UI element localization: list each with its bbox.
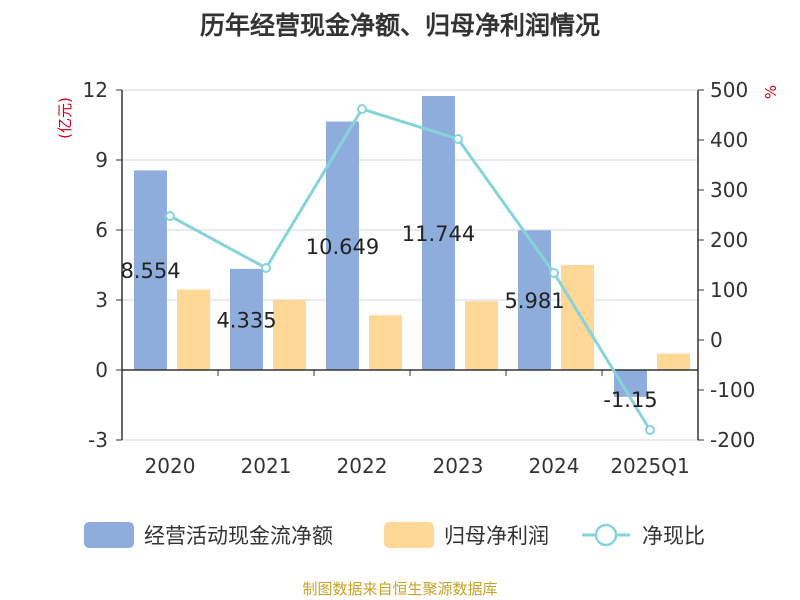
bar-profit-2021 xyxy=(273,300,306,370)
data-label-cash-2020: 8.554 xyxy=(120,259,180,283)
x-tick-label: 2024 xyxy=(529,454,580,478)
data-label-cash-2024: 5.981 xyxy=(504,289,564,313)
ratio-point-2022 xyxy=(357,104,367,114)
y2-tick-label: 100 xyxy=(710,278,748,302)
y2-tick-label: 200 xyxy=(710,228,748,252)
y2-tick-label: 500 xyxy=(710,78,748,102)
axes xyxy=(116,89,704,441)
grid-lines xyxy=(122,89,698,441)
ratio-point-2020 xyxy=(165,211,175,221)
y2-tick-label: -200 xyxy=(710,428,755,452)
legend-label-1: 归母净利润 xyxy=(444,524,549,548)
y2-tick-label: 300 xyxy=(710,178,748,202)
legend-swatch-0 xyxy=(84,522,134,548)
bar-cash-2023 xyxy=(422,95,455,371)
source-note: 制图数据来自恒生聚源数据库 xyxy=(302,580,498,598)
legend-label-2: 净现比 xyxy=(642,524,705,548)
bar-cash-2021 xyxy=(230,268,263,370)
ratio-point-2021 xyxy=(261,263,271,273)
ratio-point-2023 xyxy=(453,134,463,144)
data-label-cash-2025Q1: -1.15 xyxy=(603,388,657,412)
x-tick-label: 2021 xyxy=(241,454,292,478)
y-axis-label: (亿元) xyxy=(56,97,74,139)
ratio-line-path xyxy=(169,107,652,431)
data-label-cash-2021: 4.335 xyxy=(216,308,276,332)
chart-title: 历年经营现金净额、归母净利润情况 xyxy=(199,11,600,40)
bar-profit-2022 xyxy=(369,315,402,370)
bar-profit-2025Q1 xyxy=(657,353,690,370)
x-tick-label: 2020 xyxy=(145,454,196,478)
y2-axis-label: % xyxy=(762,85,780,99)
data-label-cash-2022: 10.649 xyxy=(306,235,379,259)
y-tick-label: 6 xyxy=(95,218,108,242)
y2-tick-label: 0 xyxy=(710,328,723,352)
y-tick-label: 3 xyxy=(95,288,108,312)
ratio-point-2025Q1 xyxy=(645,425,655,435)
y-tick-label: 0 xyxy=(95,358,108,382)
bars xyxy=(134,95,690,397)
y2-tick-label: 400 xyxy=(710,128,748,152)
y-tick-label: -3 xyxy=(88,428,108,452)
bar-cash-2020 xyxy=(134,170,167,370)
bar-cash-2024 xyxy=(518,230,551,370)
legend-label-0: 经营活动现金流净额 xyxy=(144,524,333,548)
y-tick-label: 12 xyxy=(83,78,108,102)
bar-profit-2020 xyxy=(177,289,210,370)
data-labels: 8.554 4.335 10.649 11.744 5.981 -1.15 xyxy=(120,222,657,412)
y2-tick-label: -100 xyxy=(710,378,755,402)
x-tick-label: 2025Q1 xyxy=(610,454,689,478)
bar-cash-2022 xyxy=(326,121,359,370)
legend-marker-2 xyxy=(594,523,618,547)
x-tick-label: 2022 xyxy=(337,454,388,478)
ratio-line xyxy=(165,104,655,435)
tick-labels: 12 9 6 3 0 -3 500 400 300 200 100 0 -100 -200 (亿元)% 202… xyxy=(56,78,780,478)
ratio-point-2024 xyxy=(549,268,559,278)
legend-swatch-1 xyxy=(384,522,434,548)
bar-cash-2025Q1 xyxy=(614,370,647,397)
y-tick-label: 9 xyxy=(95,148,108,172)
data-label-cash-2023: 11.744 xyxy=(402,222,475,246)
bar-profit-2023 xyxy=(465,301,498,370)
x-tick-label: 2023 xyxy=(433,454,484,478)
legend: 经营活动现金流净额 归母净利润 净现比 xyxy=(84,522,705,548)
bar-profit-2024 xyxy=(561,265,594,370)
